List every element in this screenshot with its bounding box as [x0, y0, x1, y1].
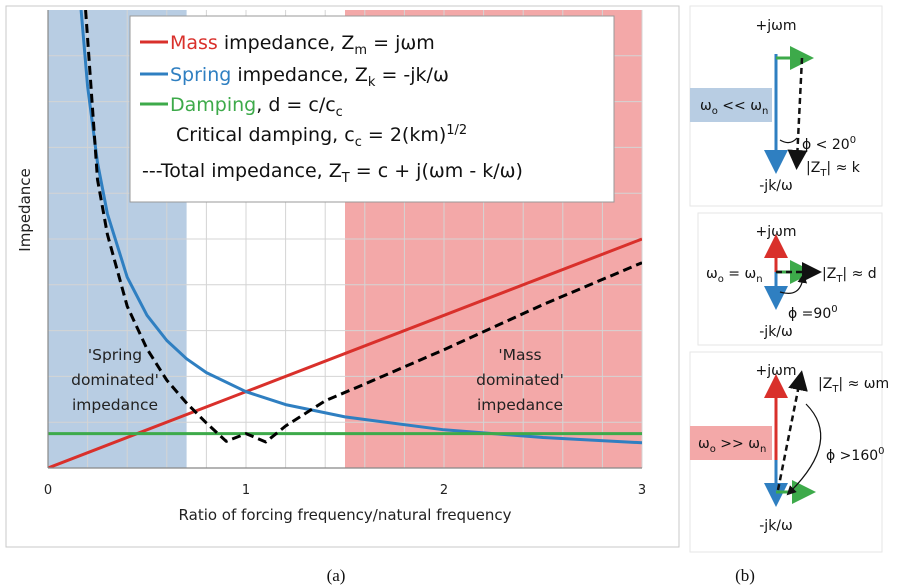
spring-region-label-2: dominated' — [71, 371, 159, 389]
x-tick-labels: 0 1 2 3 — [44, 483, 646, 498]
phasor-diagram-2: +jωm ωo = ωn |ZT| ≈ d ϕ =900 -jk/ω — [697, 212, 883, 346]
mass-region-label-3: impedance — [477, 396, 563, 414]
x-tick-label: 2 — [440, 483, 448, 498]
spring-impedance-line — [79, 10, 642, 445]
phasor-2-condition: ωo = ωn — [706, 266, 763, 285]
legend: Mass impedance, Zm = jωm Spring impedanc… — [129, 15, 615, 203]
phasor-2-phi: ϕ =900 — [788, 304, 838, 322]
y-axis-label: Impedance — [16, 168, 34, 251]
phasor-1-top-label: +jωm — [756, 18, 797, 34]
phasor-1-total-arrow — [787, 57, 808, 170]
phasor-1-phi: ϕ < 200 — [802, 135, 856, 153]
x-tick-label: 0 — [44, 483, 52, 498]
legend-total: ---Total impedance, ZT = c + j(ωm - k/ω) — [142, 160, 523, 186]
phasor-1-condition: ωo << ωn — [700, 98, 768, 117]
series — [48, 10, 642, 468]
mass-impedance-line — [48, 237, 642, 468]
legend-spring: Spring impedance, Zk = -jk/ω — [170, 64, 449, 90]
caption-a: (a) — [327, 566, 346, 585]
phasor-2-bottom-label: -jk/ω — [759, 324, 793, 340]
phasor-1-angle-arc — [779, 137, 798, 144]
phasor-3-angle-arc — [786, 403, 822, 496]
spring-region-label-3: impedance — [72, 396, 158, 414]
phasor-3-condition-bg — [690, 426, 772, 460]
legend-box — [129, 15, 615, 203]
x-tick-label: 1 — [242, 483, 250, 498]
mass-region-label-1: 'Mass — [498, 346, 541, 364]
legend-mass: Mass impedance, Zm = jωm — [170, 32, 435, 58]
phasor-1-zt: |ZT| ≈ k — [806, 160, 861, 179]
legend-critical: Critical damping, cc = 2(km)1/2 — [176, 123, 467, 150]
mass-region-label-2: dominated' — [476, 371, 564, 389]
phasor-3-zt: |ZT| ≈ ωm — [818, 376, 889, 395]
phasor-3-top-label: +jωm — [756, 363, 797, 379]
phasor-2-angle-arc — [779, 273, 808, 294]
x-tick-label: 3 — [638, 483, 646, 498]
legend-damping: Damping, d = c/cc — [170, 94, 343, 120]
phasor-1-condition-bg — [690, 88, 772, 122]
caption-b: (b) — [735, 566, 755, 585]
phasor-3-condition: ωo >> ωn — [698, 436, 766, 455]
phasor-2-top-label: +jωm — [756, 224, 797, 240]
phasor-2-zt: |ZT| ≈ d — [822, 266, 877, 285]
total-impedance-line — [84, 10, 642, 444]
phasor-3-bottom-label: -jk/ω — [759, 518, 793, 534]
phasor-3-phi: ϕ >1600 — [826, 446, 885, 464]
x-axis-label: Ratio of forcing frequency/natural frequ… — [179, 506, 512, 524]
phasor-1-bottom-label: -jk/ω — [759, 178, 793, 194]
phasor-diagram-3: ωo >> ωn +jωm |ZT| ≈ ωm ϕ >1600 -jk/ω — [689, 351, 889, 553]
phasor-3-total-arrow — [776, 370, 808, 491]
spring-region-label-1: 'Spring — [88, 346, 142, 364]
phasor-diagram-1: ωo << ωn +jωm ϕ < 200 |ZT| ≈ k -jk/ω — [689, 5, 883, 207]
